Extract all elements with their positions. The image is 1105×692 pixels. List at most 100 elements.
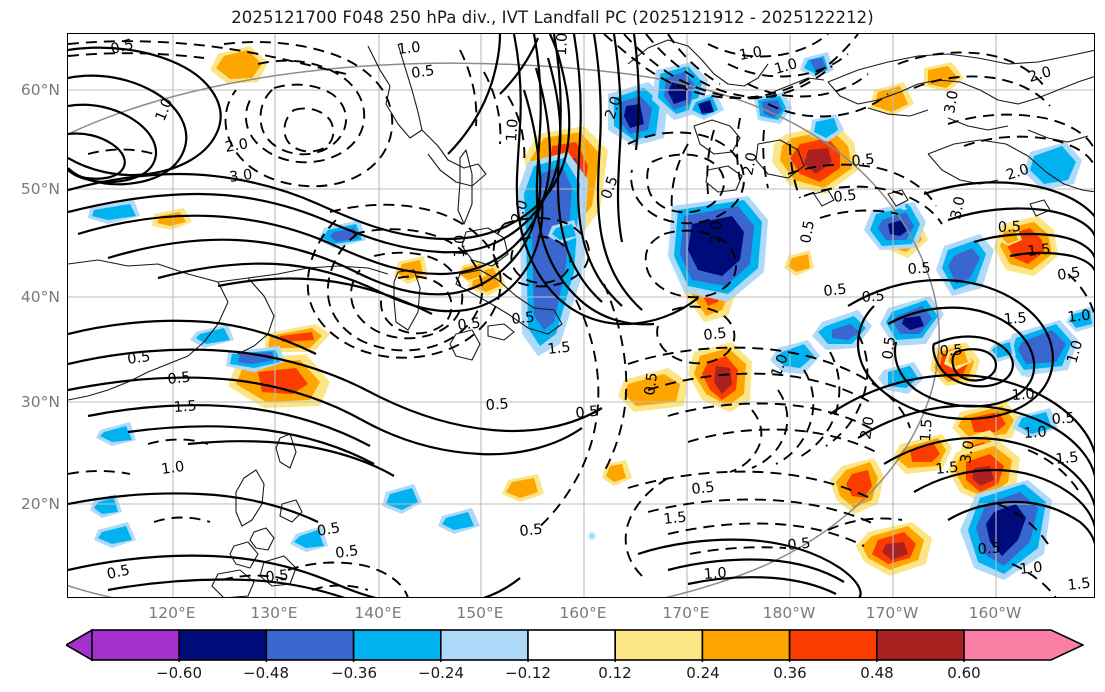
- cbar-seg-6: [614, 629, 704, 661]
- svg-text:0.5: 0.5: [511, 310, 536, 328]
- svg-text:2.0: 2.0: [603, 94, 625, 121]
- svg-text:0.5: 0.5: [109, 37, 135, 58]
- colorbar[interactable]: [64, 628, 1085, 665]
- map-canvas: 0.5 1.0 2.0 3.0 0.5 0.5 1.5 1.0 0.5 0.5 …: [68, 34, 1094, 597]
- y-tick-20n: 20°N: [20, 495, 60, 513]
- svg-text:0.5: 0.5: [880, 335, 899, 360]
- svg-text:1.0: 1.0: [769, 352, 792, 379]
- svg-text:1.0: 1.0: [738, 44, 763, 64]
- cbar-tick-label-6: 0.24: [686, 664, 720, 682]
- svg-text:1.0: 1.0: [452, 235, 469, 259]
- colorbar-segments: [64, 628, 1085, 662]
- x-tick-150e: 150°E: [456, 604, 504, 622]
- cbar-tick-label-0: −0.60: [156, 664, 202, 682]
- svg-text:2.0: 2.0: [1027, 64, 1054, 86]
- svg-text:1.5: 1.5: [663, 510, 688, 528]
- svg-text:1.0: 1.0: [397, 40, 422, 58]
- svg-text:0.5: 0.5: [519, 522, 544, 540]
- x-tick-170w: 170°W: [865, 604, 919, 622]
- cbar-seg-8: [788, 629, 878, 661]
- cbar-seg-3: [352, 629, 442, 661]
- svg-text:1.5: 1.5: [1003, 310, 1027, 328]
- svg-text:1.5: 1.5: [173, 398, 197, 416]
- svg-text:0.5: 0.5: [126, 349, 151, 368]
- svg-text:2.0: 2.0: [509, 198, 532, 225]
- svg-text:0.5: 0.5: [787, 536, 812, 554]
- cbar-seg-2: [265, 629, 355, 661]
- contour-labels: 0.5 1.0 2.0 3.0 0.5 0.5 1.5 1.0 0.5 0.5 …: [106, 34, 1092, 594]
- svg-text:3.0: 3.0: [948, 195, 968, 221]
- y-tick-40n: 40°N: [20, 288, 60, 306]
- cbar-tick-label-8: 0.48: [860, 664, 894, 682]
- cbar-tick-label-5: 0.12: [598, 664, 632, 682]
- svg-text:0.5: 0.5: [691, 480, 716, 498]
- cbar-seg-0: [91, 629, 180, 661]
- cbar-tick-label-9: 0.60: [947, 664, 981, 682]
- svg-text:1.5: 1.5: [1027, 242, 1052, 260]
- svg-text:0.5: 0.5: [861, 288, 885, 306]
- svg-text:2.0: 2.0: [858, 415, 878, 440]
- svg-text:0.5: 0.5: [334, 543, 359, 562]
- svg-text:2.0: 2.0: [708, 220, 726, 244]
- svg-text:0.5: 0.5: [703, 326, 728, 344]
- cbar-tick-label-1: −0.48: [243, 664, 289, 682]
- svg-text:1.5: 1.5: [1055, 450, 1080, 468]
- svg-text:1.5: 1.5: [547, 340, 572, 358]
- y-tick-50n: 50°N: [20, 180, 60, 198]
- y-tick-60n: 60°N: [20, 81, 60, 99]
- gridlines: [68, 34, 1094, 597]
- cbar-tick-label-7: 0.36: [773, 664, 807, 682]
- svg-text:0.5: 0.5: [642, 371, 661, 396]
- svg-text:2.0: 2.0: [224, 136, 249, 156]
- svg-text:1.5: 1.5: [918, 418, 936, 442]
- svg-text:0.5: 0.5: [265, 568, 290, 586]
- great-circle-arc: [68, 62, 940, 597]
- contours-negative: [68, 34, 1094, 597]
- cbar-tick-label-3: −0.24: [418, 664, 464, 682]
- svg-text:0.5: 0.5: [106, 562, 132, 582]
- x-tick-180w: 180°W: [762, 604, 816, 622]
- svg-text:1.0: 1.0: [160, 459, 185, 478]
- svg-text:0.5: 0.5: [457, 316, 482, 334]
- svg-text:0.5: 0.5: [977, 540, 1001, 558]
- svg-text:0.5: 0.5: [575, 404, 600, 422]
- cbar-seg-9: [875, 629, 965, 661]
- svg-text:1.0: 1.0: [1023, 424, 1047, 442]
- svg-text:0.5: 0.5: [939, 342, 963, 360]
- svg-text:0.5: 0.5: [1051, 410, 1075, 428]
- svg-text:3.0: 3.0: [942, 89, 962, 114]
- cbar-seg-1: [178, 629, 268, 661]
- svg-text:1.5: 1.5: [935, 460, 960, 478]
- y-tick-30n: 30°N: [20, 393, 60, 411]
- svg-text:1.0: 1.0: [773, 56, 800, 78]
- svg-text:0.5: 0.5: [599, 174, 622, 201]
- colorbar-canvas: [64, 628, 1085, 665]
- cbar-tick-label-4: −0.12: [505, 664, 551, 682]
- x-tick-130e: 130°E: [250, 604, 298, 622]
- svg-text:1.0: 1.0: [1011, 386, 1035, 404]
- svg-text:1.0: 1.0: [1067, 308, 1092, 326]
- svg-text:0.5: 0.5: [316, 520, 341, 540]
- svg-text:1.0: 1.0: [703, 565, 727, 583]
- svg-text:0.5: 0.5: [823, 282, 848, 300]
- cbar-seg-4: [439, 629, 529, 661]
- svg-text:1.0: 1.0: [1064, 339, 1086, 366]
- svg-text:0.5: 0.5: [798, 219, 818, 244]
- x-tick-160w: 160°W: [968, 604, 1022, 622]
- cbar-seg-5: [527, 629, 616, 661]
- svg-text:0.5: 0.5: [410, 63, 435, 82]
- svg-text:0.5: 0.5: [851, 152, 876, 170]
- x-tick-160e: 160°E: [559, 604, 607, 622]
- x-tick-170e: 170°E: [662, 604, 710, 622]
- svg-text:0.5: 0.5: [998, 219, 1022, 236]
- svg-text:1.0: 1.0: [504, 118, 522, 142]
- svg-text:0.5: 0.5: [1056, 265, 1081, 284]
- svg-text:0.5: 0.5: [167, 370, 192, 388]
- svg-text:0.5: 0.5: [833, 188, 858, 206]
- svg-text:1.0: 1.0: [554, 34, 571, 56]
- svg-text:0.5: 0.5: [485, 396, 509, 414]
- map-axes[interactable]: 0.5 1.0 2.0 3.0 0.5 0.5 1.5 1.0 0.5 0.5 …: [67, 33, 1095, 598]
- svg-text:1.0: 1.0: [1019, 560, 1044, 578]
- x-tick-120e: 120°E: [148, 604, 196, 622]
